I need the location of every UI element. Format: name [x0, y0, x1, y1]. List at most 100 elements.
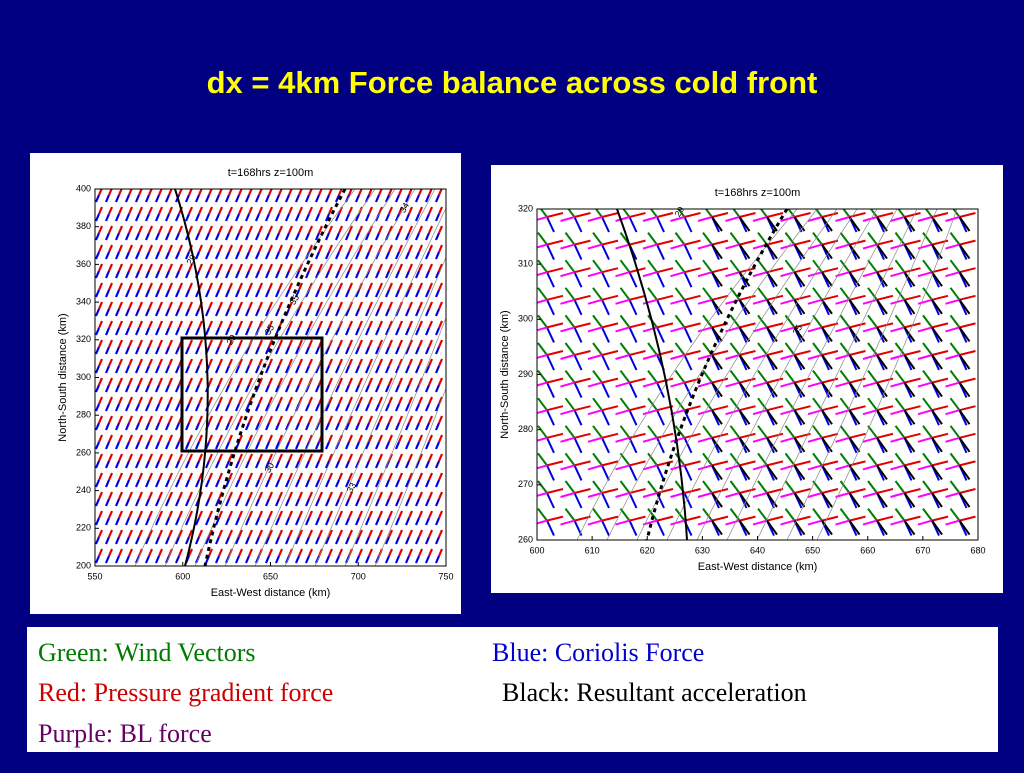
vector: [377, 358, 384, 367]
vector: [867, 397, 878, 411]
vector: [949, 508, 961, 522]
vector: [114, 460, 121, 469]
vector: [849, 432, 866, 439]
vector: [257, 377, 264, 386]
vector: [317, 301, 324, 310]
vector: [434, 308, 441, 317]
vector: [224, 270, 231, 279]
vector: [327, 434, 334, 443]
vector: [267, 282, 274, 291]
vector: [217, 320, 224, 329]
vector: [177, 320, 184, 329]
vector: [387, 510, 394, 519]
vector: [560, 519, 575, 526]
vector: [839, 259, 851, 273]
vector: [904, 488, 921, 494]
vector: [839, 508, 851, 522]
vector: [174, 403, 181, 412]
vector: [546, 244, 555, 261]
vector: [307, 206, 314, 215]
vector: [244, 536, 251, 545]
vector: [324, 213, 331, 222]
vector: [267, 472, 274, 481]
vector: [227, 434, 234, 443]
vector: [394, 403, 401, 412]
vector: [407, 548, 414, 557]
vector: [324, 517, 331, 526]
vector: [427, 491, 434, 500]
vector: [931, 350, 949, 356]
vector: [164, 460, 171, 469]
vector: [931, 515, 949, 522]
vector: [417, 453, 424, 462]
vector: [114, 327, 121, 336]
vector: [234, 213, 241, 222]
vector: [294, 308, 301, 317]
vector: [784, 425, 796, 439]
contour-label: 33: [345, 481, 359, 495]
vector: [739, 322, 756, 329]
vector: [821, 216, 833, 232]
vector: [437, 225, 444, 234]
vector: [629, 212, 646, 218]
vector: [711, 267, 729, 274]
vector: [945, 519, 960, 526]
vector: [274, 213, 281, 222]
vector: [217, 206, 224, 215]
vector: [264, 555, 271, 564]
vector: [683, 492, 693, 509]
vector: [237, 301, 244, 310]
vector: [214, 232, 221, 241]
vector: [347, 225, 354, 234]
vector: [394, 289, 401, 298]
vector: [327, 225, 334, 234]
vector: [793, 326, 806, 342]
vector: [564, 508, 576, 522]
vector: [95, 536, 101, 545]
vector: [274, 403, 281, 412]
vector: [821, 294, 839, 301]
vector: [207, 491, 214, 500]
vector: [187, 282, 194, 291]
vector: [304, 441, 311, 450]
vector: [264, 270, 271, 279]
vector: [397, 377, 404, 386]
vector: [793, 244, 806, 260]
x-tick-label: 620: [640, 545, 655, 555]
vector: [284, 422, 291, 431]
vector: [97, 244, 104, 253]
vector: [234, 384, 241, 393]
vector: [297, 548, 304, 557]
vector: [194, 479, 201, 488]
vector: [387, 225, 394, 234]
vector: [364, 346, 371, 355]
vector: [247, 225, 254, 234]
vector: [297, 320, 304, 329]
vector: [314, 289, 321, 298]
vector: [729, 425, 741, 439]
vector: [174, 308, 181, 317]
vector: [424, 346, 431, 355]
vector: [354, 441, 361, 450]
vector: [314, 460, 321, 469]
vector: [327, 263, 334, 272]
vector: [134, 308, 141, 317]
vector: [297, 510, 304, 519]
vector: [187, 415, 194, 424]
vector: [207, 453, 214, 462]
vector: [622, 209, 631, 218]
vector: [284, 517, 291, 526]
vector: [374, 517, 381, 526]
vector: [154, 194, 161, 203]
vector: [958, 492, 971, 508]
vector: [254, 441, 261, 450]
vector: [711, 212, 729, 218]
vector: [839, 342, 851, 356]
vector: [237, 263, 244, 272]
vector: [254, 194, 261, 203]
vector: [354, 479, 361, 488]
vector: [107, 358, 114, 367]
vector: [95, 346, 101, 355]
vector: [862, 271, 878, 278]
vector: [894, 397, 906, 411]
